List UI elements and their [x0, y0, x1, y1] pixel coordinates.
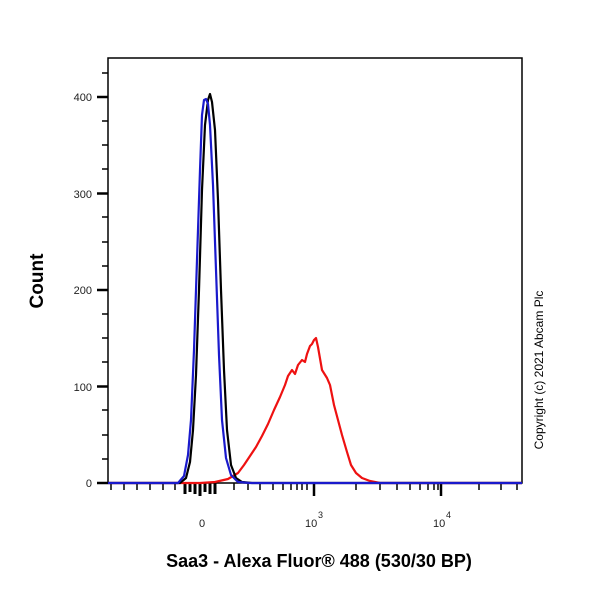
- svg-text:0: 0: [86, 478, 92, 490]
- svg-text:300: 300: [74, 189, 92, 201]
- x-tick-labels: 0 10 3 10 4: [199, 510, 451, 530]
- x-axis: [110, 483, 518, 496]
- svg-text:400: 400: [74, 92, 92, 104]
- y-axis: [97, 72, 108, 485]
- series-blue: [108, 97, 522, 485]
- x-axis-label: Saa3 - Alexa Fluor® 488 (530/30 BP): [166, 551, 472, 571]
- svg-text:0: 0: [199, 518, 205, 530]
- copyright-notice: Copyright (c) 2021 Abcam Plc: [532, 290, 546, 450]
- svg-text:200: 200: [74, 285, 92, 297]
- plot-frame: [107, 57, 523, 484]
- series-red: [108, 336, 522, 485]
- svg-text:10: 10: [305, 518, 317, 530]
- histogram-series: [108, 92, 522, 485]
- svg-text:100: 100: [74, 382, 92, 394]
- y-axis-label: Count: [27, 253, 48, 309]
- svg-text:3: 3: [318, 510, 323, 520]
- svg-text:4: 4: [446, 510, 451, 520]
- y-tick-labels: 0 100 200 300 400: [74, 92, 92, 490]
- series-black: [108, 92, 522, 485]
- svg-text:10: 10: [433, 518, 445, 530]
